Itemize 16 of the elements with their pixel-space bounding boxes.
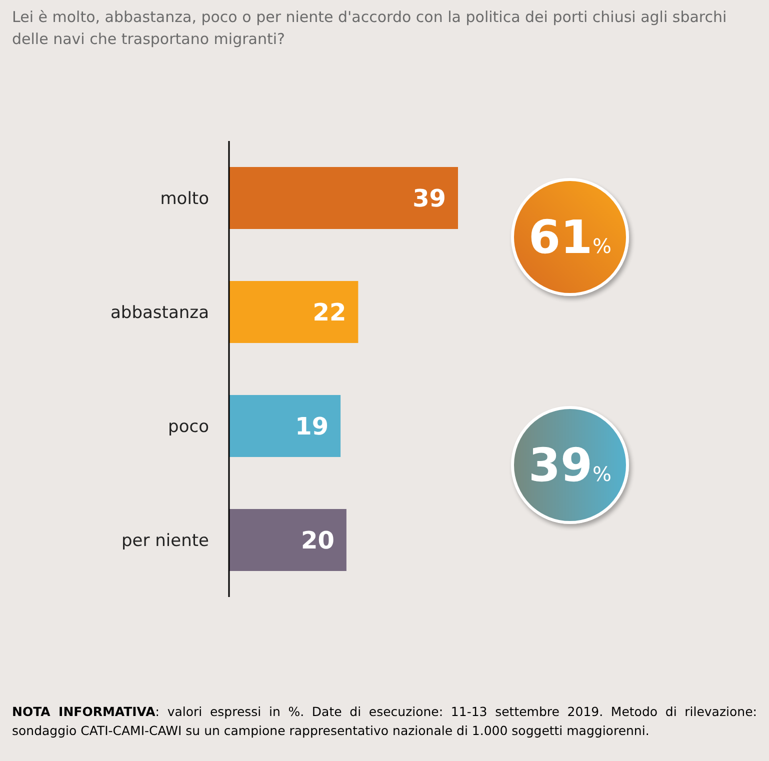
text: NOTA INFORMATIVA: valori espressi in %. Date di esecuzione: 11-13 settembre 2019. Metodo di rilevazione: sondaggio CATI-CAMI-CAWI su un campione rappresentativo nazionale di 1.000 soggetti maggiorenni. [12, 703, 757, 740]
data-label: 20 [301, 526, 334, 555]
bar [229, 281, 358, 343]
bar [229, 395, 341, 457]
bar [229, 509, 346, 571]
data-label: 19 [295, 412, 329, 441]
circle-badge: 61% [511, 178, 629, 296]
chart-title: Lei è molto, abbastanza, poco o per niente d'accordo con la politica dei porti chiusi agli sbarchi delle navi che trasportano migranti? [12, 7, 728, 50]
data-label: 39 [412, 184, 446, 213]
y-tick-label: abbastanza [110, 303, 209, 324]
y-tick-label: poco [168, 417, 209, 438]
circle-badge: 39% [511, 406, 629, 524]
bar [229, 167, 458, 229]
data-label: 22 [312, 298, 346, 327]
y-tick-label: per niente [122, 531, 209, 552]
y-tick-label: molto [160, 189, 209, 210]
